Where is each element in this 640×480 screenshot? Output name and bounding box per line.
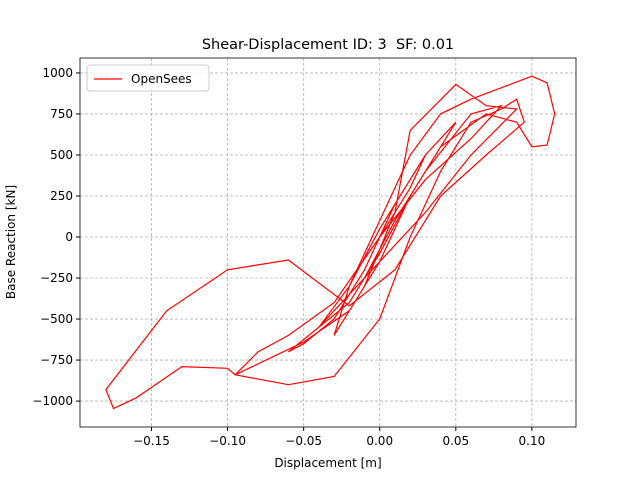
x-tick-label: 0.00	[366, 434, 393, 448]
y-tick-label: 1000	[42, 66, 73, 80]
y-tick-label: 250	[50, 189, 73, 203]
y-axis-label: Base Reaction [kN]	[4, 185, 18, 299]
x-tick-label: −0.05	[285, 434, 322, 448]
y-tick-label: 750	[50, 107, 73, 121]
y-tick-label: 0	[65, 230, 73, 244]
x-tick-label: 0.05	[442, 434, 469, 448]
legend-label: OpenSees	[131, 72, 192, 86]
x-tick-label: −0.15	[133, 434, 170, 448]
y-tick-label: −750	[40, 353, 73, 367]
y-tick-label: −500	[40, 312, 73, 326]
x-tick-label: 0.10	[519, 434, 546, 448]
chart-title: Shear-Displacement ID: 3 SF: 0.01	[202, 37, 454, 53]
y-tick-label: 500	[50, 148, 73, 162]
y-tick-label: −1000	[32, 394, 73, 408]
y-tick-label: −250	[40, 271, 73, 285]
legend-box	[86, 64, 210, 92]
x-axis-label: Displacement [m]	[274, 456, 381, 470]
data-line	[105, 75, 556, 410]
plot-frame	[79, 57, 577, 428]
x-tick-label: −0.10	[209, 434, 246, 448]
